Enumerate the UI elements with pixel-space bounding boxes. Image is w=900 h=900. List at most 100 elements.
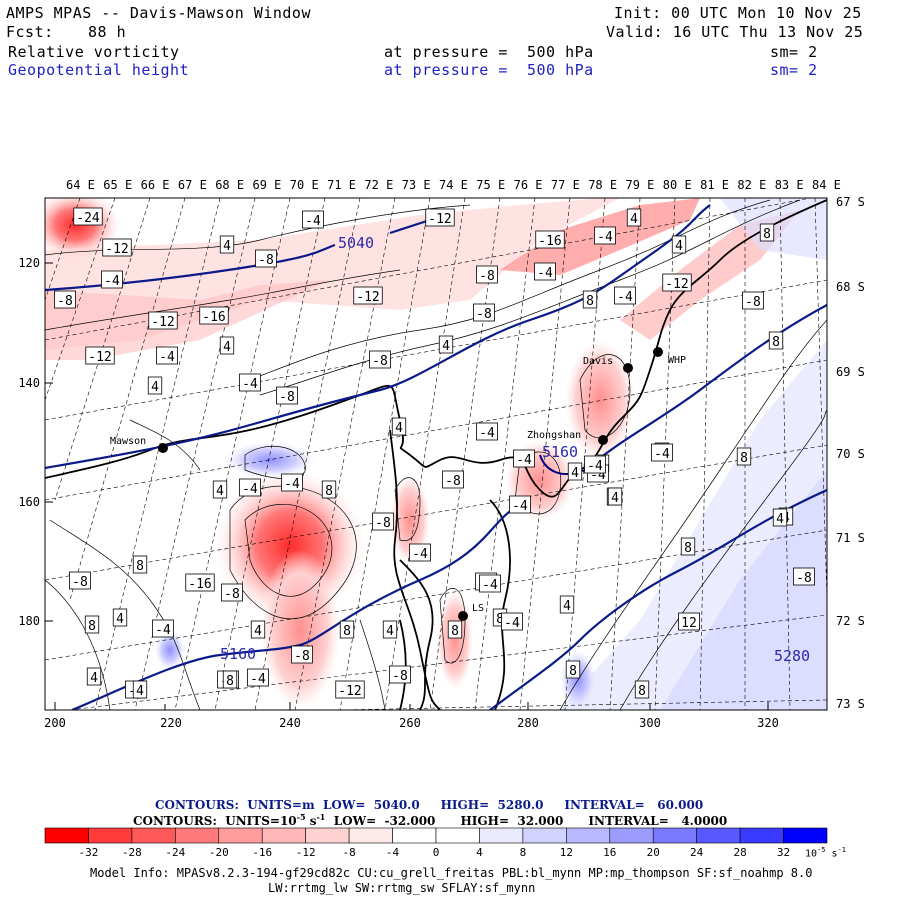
colorbar-label: 24: [690, 846, 704, 859]
colorbar-swatch: [479, 827, 524, 844]
longitude-label: 84 E: [812, 178, 841, 192]
colorbar-units: 10-5 s-1: [805, 846, 846, 859]
vorticity-label-text: -8: [375, 516, 391, 531]
vorticity-label-text: -8: [445, 474, 461, 489]
vorticity-label-text: -4: [504, 616, 520, 631]
field2-smoothing: sm= 2: [770, 61, 818, 79]
vorticity-label: 4: [607, 487, 623, 506]
vorticity-contour-labels: -24-12-44-8-12 -16-12 -44-4-84-4-8-12-8-84…: [54, 207, 815, 699]
vorticity-label-text: 4: [675, 239, 683, 254]
longitude-label: 78 E: [588, 178, 617, 192]
longitude-label: 65 E: [103, 178, 132, 192]
vorticity-label: 8: [447, 620, 463, 639]
vorticity-label-text: -8: [258, 253, 274, 268]
vorticity-label: -4: [247, 668, 269, 687]
cbar-units-base: 10: [805, 848, 818, 860]
x-axis-label: 260: [399, 716, 421, 730]
vorticity-label: 4: [219, 336, 235, 355]
plot-area: [45, 198, 827, 710]
x-axis-label: 220: [160, 716, 182, 730]
vorticity-label: -4: [534, 262, 556, 281]
vorticity-label-text: 8: [684, 541, 692, 556]
vorticity-label-text: 4: [254, 624, 262, 639]
vorticity-label-text: -4: [617, 290, 633, 305]
colorbar-swatch: [261, 827, 306, 844]
vorticity-label: 8: [768, 331, 784, 350]
y-axis-labels: 120 140 160 180: [18, 256, 40, 628]
colorbar-swatch: [218, 827, 263, 844]
vorticity-label: -12: [662, 273, 692, 292]
vorticity-label: -12: [102, 238, 132, 257]
longitude-label: 71 E: [327, 178, 356, 192]
vorticity-label: -4: [239, 373, 261, 392]
vorticity-label-text: -12: [356, 290, 379, 305]
longitude-label: 69 E: [253, 178, 282, 192]
vorticity-label: -8: [291, 645, 313, 664]
vorticity-label: 4: [86, 667, 102, 686]
station-label: Zhongshan: [527, 430, 581, 441]
colorbar-label: 4: [476, 846, 483, 859]
colorbar: [44, 827, 828, 844]
longitude-label: 66 E: [141, 178, 170, 192]
vorticity-label-text: -4: [242, 482, 258, 497]
vorticity-label-text: -8: [72, 575, 88, 590]
vorticity-label-text: -4: [597, 230, 613, 245]
vorticity-label: 8: [222, 670, 238, 689]
vorticity-label-text: 4: [151, 380, 159, 395]
x-axis-label: 300: [639, 716, 661, 730]
field2-level: at pressure = 500 hPa: [384, 61, 594, 79]
plot-title: AMPS MPAS -- Davis-Mawson Window: [6, 4, 311, 22]
colorbar-swatch: [652, 827, 697, 844]
vorticity-label: -4: [156, 346, 178, 365]
height-label: 5160: [542, 443, 578, 461]
longitude-labels: 64 E 65 E 66 E 67 E 68 E 69 E 70 E 71 E 72 E 73 E…: [66, 178, 841, 192]
longitude-label: 75 E: [476, 178, 505, 192]
vorticity-label-text: -8: [224, 587, 240, 602]
station-label: Mawson: [110, 436, 146, 447]
colorbar-label: -24: [165, 846, 186, 859]
vorticity-label-text: 8: [451, 624, 459, 639]
vorticity-label: -12: [148, 311, 178, 330]
vorticity-label-text: 4: [136, 684, 144, 699]
vorticity-label: -12: [85, 346, 115, 365]
vorticity-label-text: -8: [279, 390, 295, 405]
latitude-label: 71 S: [836, 531, 865, 545]
forecast-label: Fcst:: [6, 23, 54, 41]
vorticity-label: -8: [473, 303, 495, 322]
vorticity-label-text: 8: [325, 484, 333, 499]
vorticity-label: -8: [69, 571, 91, 590]
vorticity-label: -24: [73, 207, 103, 226]
vorticity-label: -16: [535, 230, 565, 249]
latitude-label: 68 S: [836, 280, 865, 294]
colorbar-swatch: [739, 827, 784, 844]
vorticity-label: -4: [479, 574, 501, 593]
vorticity-label-text: 4: [116, 612, 124, 627]
height-contours: [45, 204, 827, 710]
vorticity-label-text: -4: [512, 499, 528, 514]
valid-time: Valid: 16 UTC Thu 13 Nov 25: [606, 23, 864, 41]
vort-units: CONTOURS: UNITS=10: [133, 814, 297, 828]
vorticity-label-text: -8: [294, 649, 310, 664]
vorticity-label: -8: [255, 249, 277, 268]
vorticity-label: -4: [152, 619, 174, 638]
vorticity-label: -8: [276, 386, 298, 405]
longitude-label: 82 E: [737, 178, 766, 192]
x-axis-labels: 200 220 240 260 280 300 320: [44, 716, 779, 730]
colorbar-swatch: [522, 827, 567, 844]
colorbar-swatch: [783, 827, 828, 844]
vorticity-label-text: 8: [740, 451, 748, 466]
vorticity-label-text: -4: [479, 426, 495, 441]
vorticity-label: -4: [281, 473, 303, 492]
vorticity-label-text: -16: [538, 234, 561, 249]
vorticity-label-text: -8: [479, 269, 495, 284]
station-dot-icon: [458, 611, 468, 621]
vorticity-label: -4: [239, 478, 261, 497]
height-contour-info: CONTOURS: UNITS=m LOW= 5040.0 HIGH= 5280…: [155, 798, 704, 812]
cbar-units-exp2: -1: [837, 846, 846, 854]
vorticity-label-text: 8: [569, 664, 577, 679]
vorticity-label-text: 4: [386, 624, 394, 639]
y-axis-label: 160: [18, 495, 40, 509]
latitude-label: 69 S: [836, 365, 865, 379]
colorbar-label: -20: [208, 846, 229, 859]
x-axis-label: 320: [757, 716, 779, 730]
